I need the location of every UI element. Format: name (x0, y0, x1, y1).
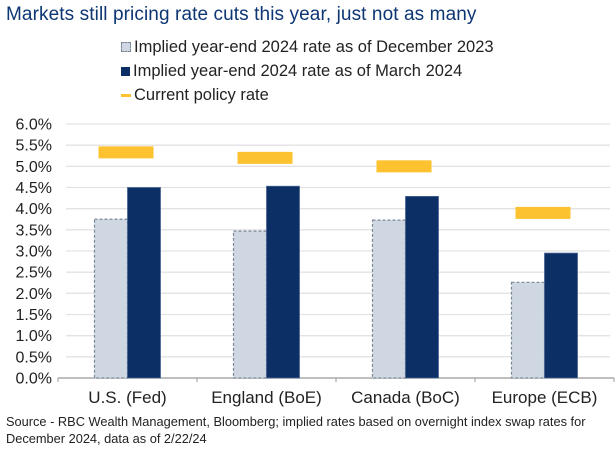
bar-mar2024 (266, 185, 300, 379)
legend-label-dec2023: Implied year-end 2024 rate as of Decembe… (134, 37, 494, 56)
y-tick-label: 3.5% (16, 222, 52, 239)
y-tick-label: 4.0% (16, 201, 52, 218)
legend-swatch-mar2024 (121, 66, 130, 76)
chart-title: Markets still pricing rate cuts this yea… (6, 4, 477, 25)
policy-rate-marker (376, 160, 432, 173)
y-tick-label: 6.0% (16, 117, 52, 134)
legend-item-policy: Current policy rate (121, 83, 494, 107)
bar-dec2023 (510, 281, 546, 379)
bar-dec2023 (232, 230, 268, 379)
legend-label-policy: Current policy rate (134, 85, 269, 104)
bar-dec2023 (371, 219, 407, 379)
legend-item-dec2023: Implied year-end 2024 rate as of Decembe… (121, 35, 494, 59)
y-tick-label: 4.5% (16, 180, 52, 197)
x-tick-label: England (BoE) (211, 388, 322, 407)
y-tick-label: 0.5% (16, 349, 52, 366)
y-tick-label: 5.5% (16, 138, 52, 155)
policy-rate-marker (515, 206, 571, 219)
bar-mar2024 (127, 187, 161, 379)
y-tick-label: 5.0% (16, 159, 52, 176)
policy-rate-marker (237, 151, 293, 164)
legend-item-mar2024: Implied year-end 2024 rate as of March 2… (121, 59, 494, 83)
bar-mar2024 (405, 195, 439, 379)
x-tick-label: Europe (ECB) (492, 388, 598, 407)
y-tick-label: 3.0% (16, 244, 52, 261)
x-tick-label: Canada (BoC) (351, 388, 460, 407)
legend-swatch-dec2023 (121, 42, 131, 52)
x-tick-label: U.S. (Fed) (88, 388, 166, 407)
legend: Implied year-end 2024 rate as of Decembe… (121, 35, 494, 107)
y-tick-label: 1.0% (16, 328, 52, 345)
legend-swatch-policy (121, 93, 131, 97)
y-tick-label: 0.0% (16, 371, 52, 388)
bar-chart: 0.0% 0.5% 1.0% 1.5% 2.0% 2.5% 3.0% 3.5% 4.0% 4.5%… (16, 117, 615, 407)
source-note: Source - RBC Wealth Management, Bloomber… (6, 414, 586, 446)
legend-label-mar2024: Implied year-end 2024 rate as of March 2… (133, 61, 463, 80)
bar-mar2024 (544, 252, 578, 379)
policy-rate-marker (98, 146, 154, 159)
y-tick-label: 2.5% (16, 265, 52, 282)
y-tick-label: 2.0% (16, 286, 52, 303)
y-tick-label: 1.5% (16, 307, 52, 324)
bar-dec2023 (93, 218, 129, 379)
